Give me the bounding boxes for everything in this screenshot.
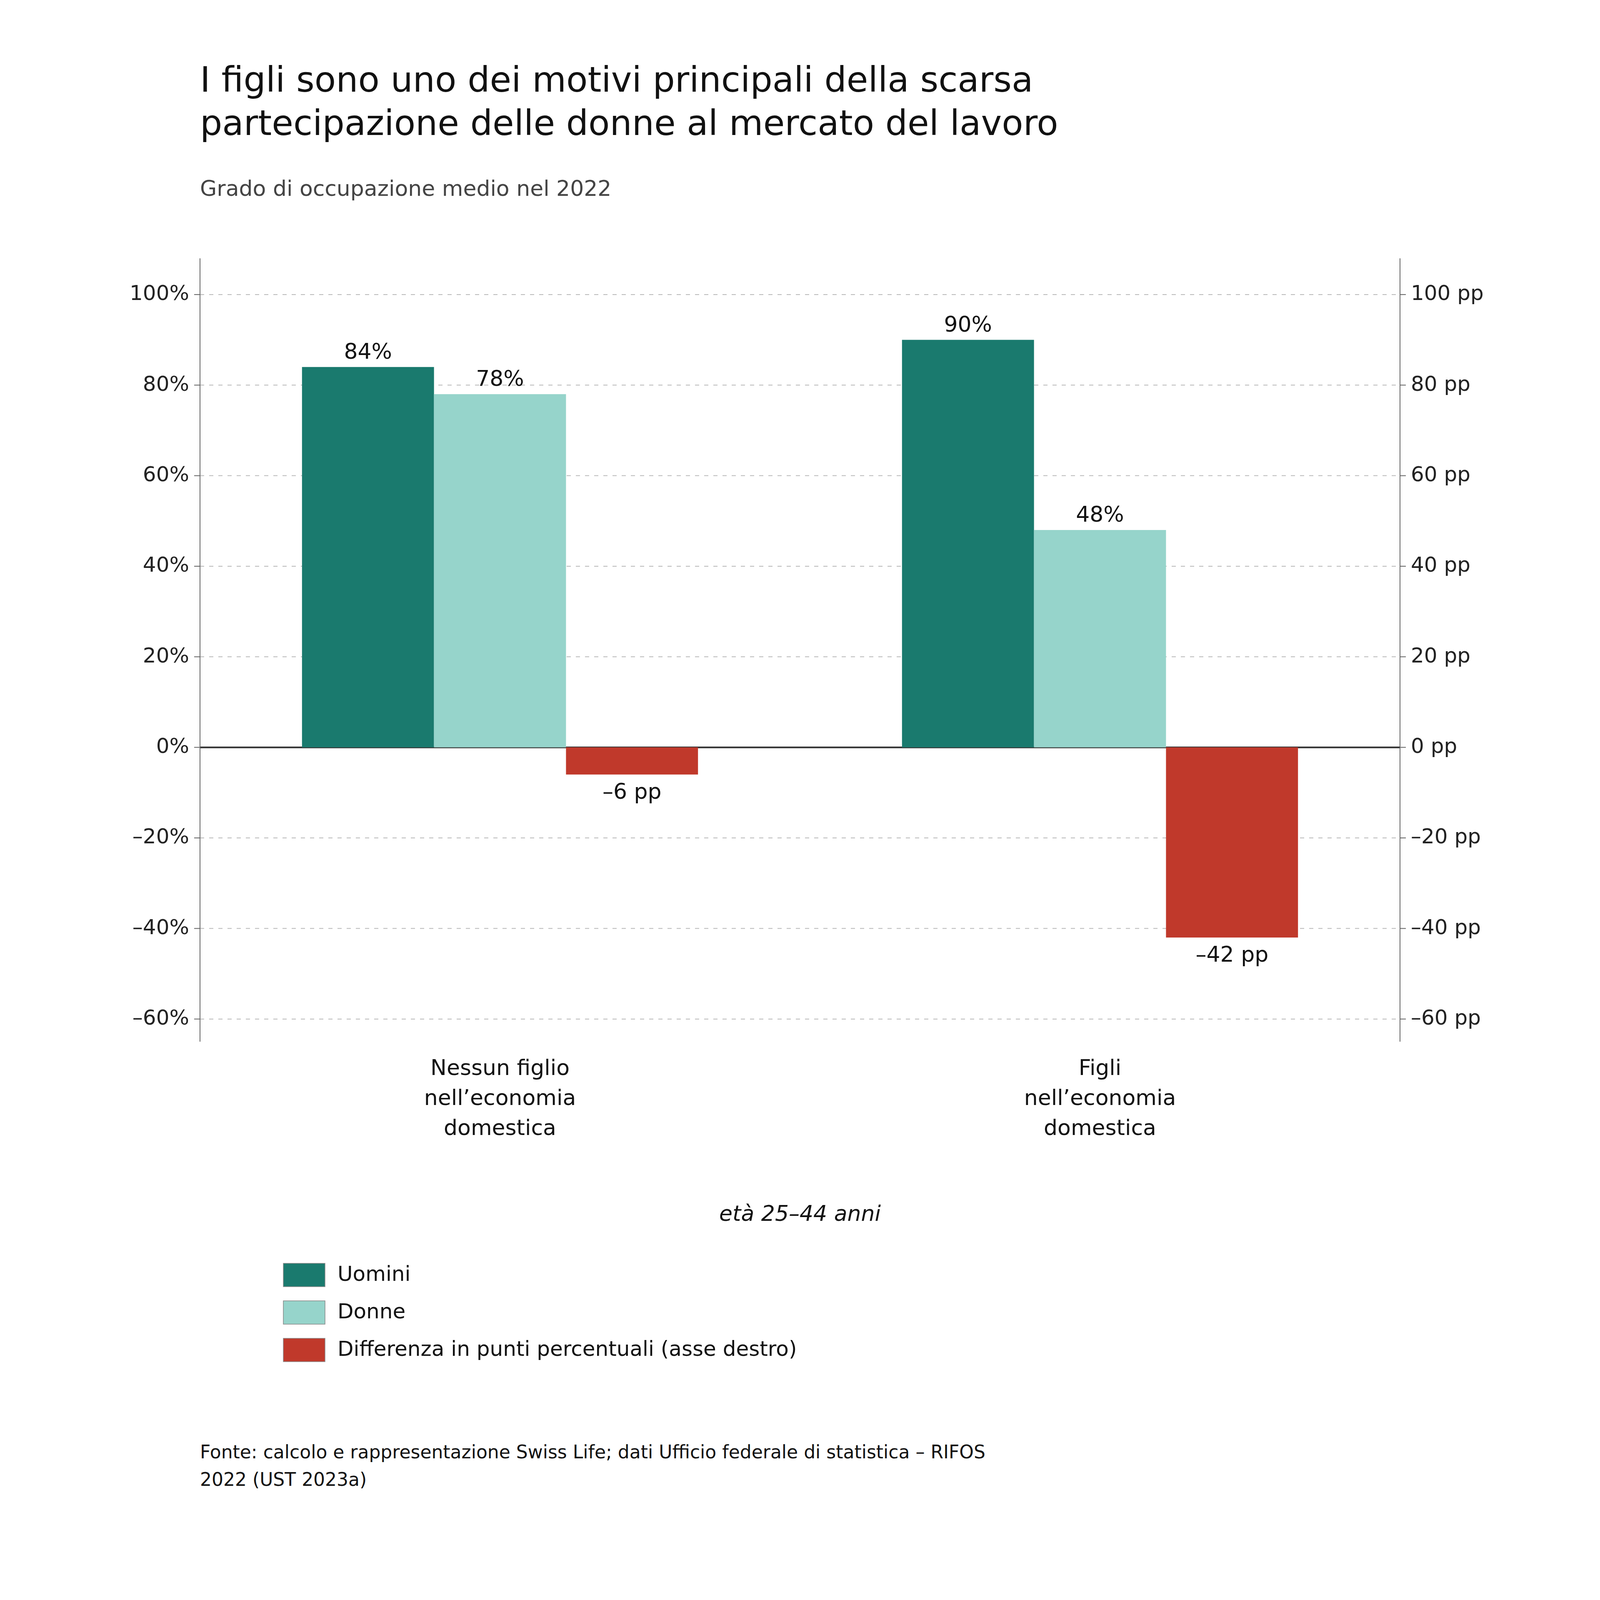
tick-mark [1400,837,1406,839]
grid-line [200,294,1400,295]
legend-swatch [283,1300,325,1325]
grid-line [200,1018,1400,1020]
tick-mark [194,927,200,929]
y2-tick-label: –40 pp [1410,915,1481,940]
x-axis-label: età 25–44 anni [719,1200,881,1226]
data-label: 84% [343,338,393,364]
data-label: 78% [475,365,525,391]
text-line: domestica [443,1115,557,1140]
y-tick-label: 20% [142,643,190,668]
y-tick-label: 100% [129,280,190,305]
text-line: partecipazione delle donne al mercato de… [200,102,1059,144]
legend-label: Donne [337,1299,406,1324]
y2-tick-label: 20 pp [1410,643,1471,668]
y2-tick-label: 40 pp [1410,552,1471,577]
y2-axis-line [1399,258,1401,1042]
chart: I figli sono uno dei motivi principali d… [0,0,1600,1600]
y2-tick-label: –60 pp [1410,1005,1481,1030]
title: I figli sono uno dei motivi principali d… [200,59,1059,144]
tick-mark [194,1018,200,1020]
legend-swatch [283,1338,325,1362]
data-label: –42 pp [1195,941,1269,967]
source: Fonte: calcolo e rappresentazione Swiss … [200,1441,986,1490]
y-tick-label: –40% [132,915,190,940]
y-tick-label: 60% [142,462,190,487]
tick-mark [1400,747,1406,748]
y-tick-label: 80% [142,371,190,396]
y-axis-line [199,258,201,1042]
tick-mark [1400,656,1406,658]
bar [1165,747,1298,938]
y2-tick-label: 80 pp [1410,371,1471,396]
bars [302,340,1298,938]
tick-mark [194,294,200,295]
text-line: Figli [1078,1055,1122,1080]
tick-mark [194,475,200,477]
text-line: domestica [1043,1115,1157,1140]
text-line: I figli sono uno dei motivi principali d… [200,59,1034,100]
bar [902,340,1035,748]
text-line: Grado di occupazione medio nel 2022 [200,175,612,201]
text-line: 2022 (UST 2023a) [200,1468,367,1490]
text-line: Nessun figlio [430,1055,570,1080]
legend-swatch [283,1263,325,1287]
tick-mark [1400,294,1406,295]
y-tick-label: –60% [132,1005,190,1030]
tick-mark [1400,475,1406,477]
y2-tick-label: 60 pp [1410,462,1471,487]
tick-mark [194,565,200,567]
tick-mark [194,747,200,748]
tick-mark [1400,565,1406,567]
y-tick-label: –20% [132,824,190,849]
text-line: nell’economia [1024,1085,1177,1110]
tick-mark [1400,1018,1406,1020]
data-labels: 84% 90% 78% 48% –6 pp –42 pp [343,311,1269,968]
legend: Uomini Donne Differenza in punti percentua… [283,1261,797,1363]
bar [302,367,435,748]
y2-tick-label: –20 pp [1410,824,1481,849]
bar [565,747,698,775]
subtitle: Grado di occupazione medio nel 2022 [200,175,612,201]
text-line: Fonte: calcolo e rappresentazione Swiss … [200,1441,986,1463]
tick-mark [1400,384,1406,386]
data-label: –6 pp [602,778,662,804]
legend-label: Uomini [337,1261,411,1286]
background [0,0,1600,1600]
y2-tick-label: 100 pp [1410,280,1484,305]
tick-mark [194,384,200,386]
grid [200,294,1400,1020]
y2-tick-label: 0 pp [1410,733,1458,758]
tick-mark [194,656,200,658]
x-tick-label: Figli nell’economia domestica [1024,1055,1177,1140]
bar [434,394,567,748]
x-tick-label: Nessun figlio nell’economia domestica [424,1055,577,1140]
y-tick-label: 40% [142,552,190,577]
data-label: 48% [1075,501,1125,527]
tick-mark [194,837,200,839]
legend-label: Differenza in punti percentuali (asse de… [337,1336,797,1361]
data-label: 90% [943,311,993,337]
tick-mark [1400,927,1406,929]
bar [1034,530,1167,748]
y-tick-label: 0% [156,733,190,758]
text-line: nell’economia [424,1085,577,1110]
